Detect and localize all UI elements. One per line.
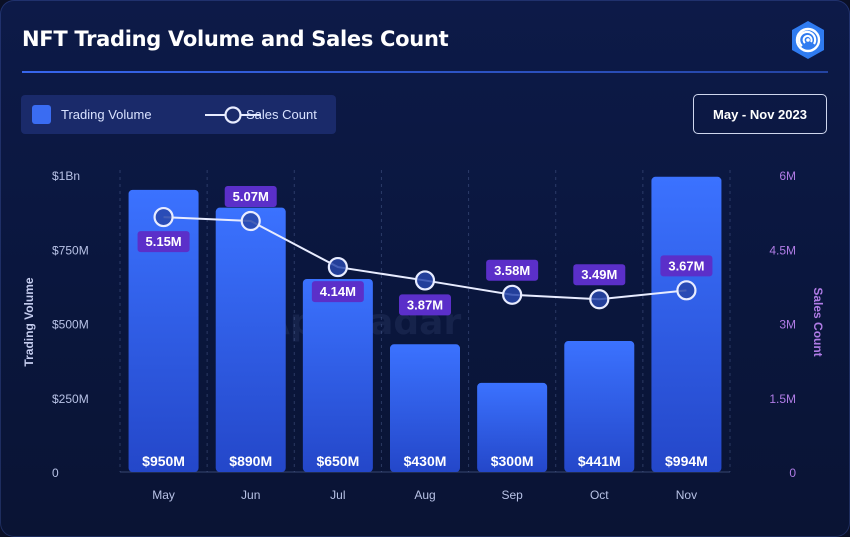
x-tick-label: Jun [241,488,260,502]
y-tick-label: 0 [52,466,59,480]
bar [651,176,722,473]
line-value-label: 5.07M [233,189,269,204]
chart-legend: Trading Volume Sales Count [21,95,336,134]
line-value-badge [660,255,713,277]
y2-tick-label: 1.5M [769,392,796,406]
line-point [502,284,523,305]
x-tick-label: Oct [590,488,609,502]
bar [302,278,373,472]
legend-line-marker-icon [205,106,261,124]
chart-title: NFT Trading Volume and Sales Count [22,27,449,51]
bar-value-label: $650M [316,453,359,469]
line-value-badge [573,264,626,286]
legend-line-label: Sales Count [246,107,317,122]
bar-value-label: $441M [578,453,621,469]
bar [477,382,548,472]
y2-tick-label: 3M [779,318,796,332]
line-value-badge [137,231,190,253]
line-value-badge [311,281,364,303]
y2-axis-title: Sales Count [811,287,825,356]
y2-tick-label: 0 [789,466,796,480]
legend-bar-label: Trading Volume [61,107,152,122]
y2-tick-label: 6M [779,169,796,183]
line-value-badge [224,186,277,208]
bar-value-label: $994M [665,453,708,469]
bar-value-label: $300M [491,453,534,469]
line-value-label: 4.14M [320,284,356,299]
y-tick-label: $500M [52,318,89,332]
y-tick-label: $250M [52,392,89,406]
line-point [589,289,610,310]
line-value-label: 5.15M [146,234,182,249]
line-value-label: 3.87M [407,297,443,312]
x-tick-label: Aug [414,488,435,502]
bar [215,207,286,473]
line-value-label: 3.58M [494,263,530,278]
line-point [240,210,261,232]
line-point [153,206,174,228]
bar-value-label: $890M [229,453,272,469]
bar [390,344,460,472]
y2-tick-label: 4.5M [769,243,796,257]
line-point [327,256,348,278]
y-tick-label: $1Bn [52,169,80,183]
line-value-label: 3.49M [581,267,617,282]
line-value-badge [486,259,539,281]
x-tick-label: Nov [676,488,697,502]
x-tick-label: Jul [330,488,345,502]
line-value-label: 3.67M [668,258,704,273]
appradar-logo-icon [787,19,829,61]
line-point [414,270,436,291]
bar-value-label: $950M [142,453,185,469]
line-value-badge [399,294,451,316]
bar [128,189,199,472]
date-range-badge: May - Nov 2023 [693,94,827,134]
legend-bar-swatch [32,105,51,124]
line-point [676,280,697,301]
header-divider [22,71,828,73]
y-tick-label: $750M [52,243,89,257]
bar-value-label: $430M [404,453,447,469]
bar [564,341,635,472]
x-tick-label: May [152,488,175,502]
x-tick-label: Sep [501,488,523,502]
y-axis-title: Trading Volume [22,277,36,366]
